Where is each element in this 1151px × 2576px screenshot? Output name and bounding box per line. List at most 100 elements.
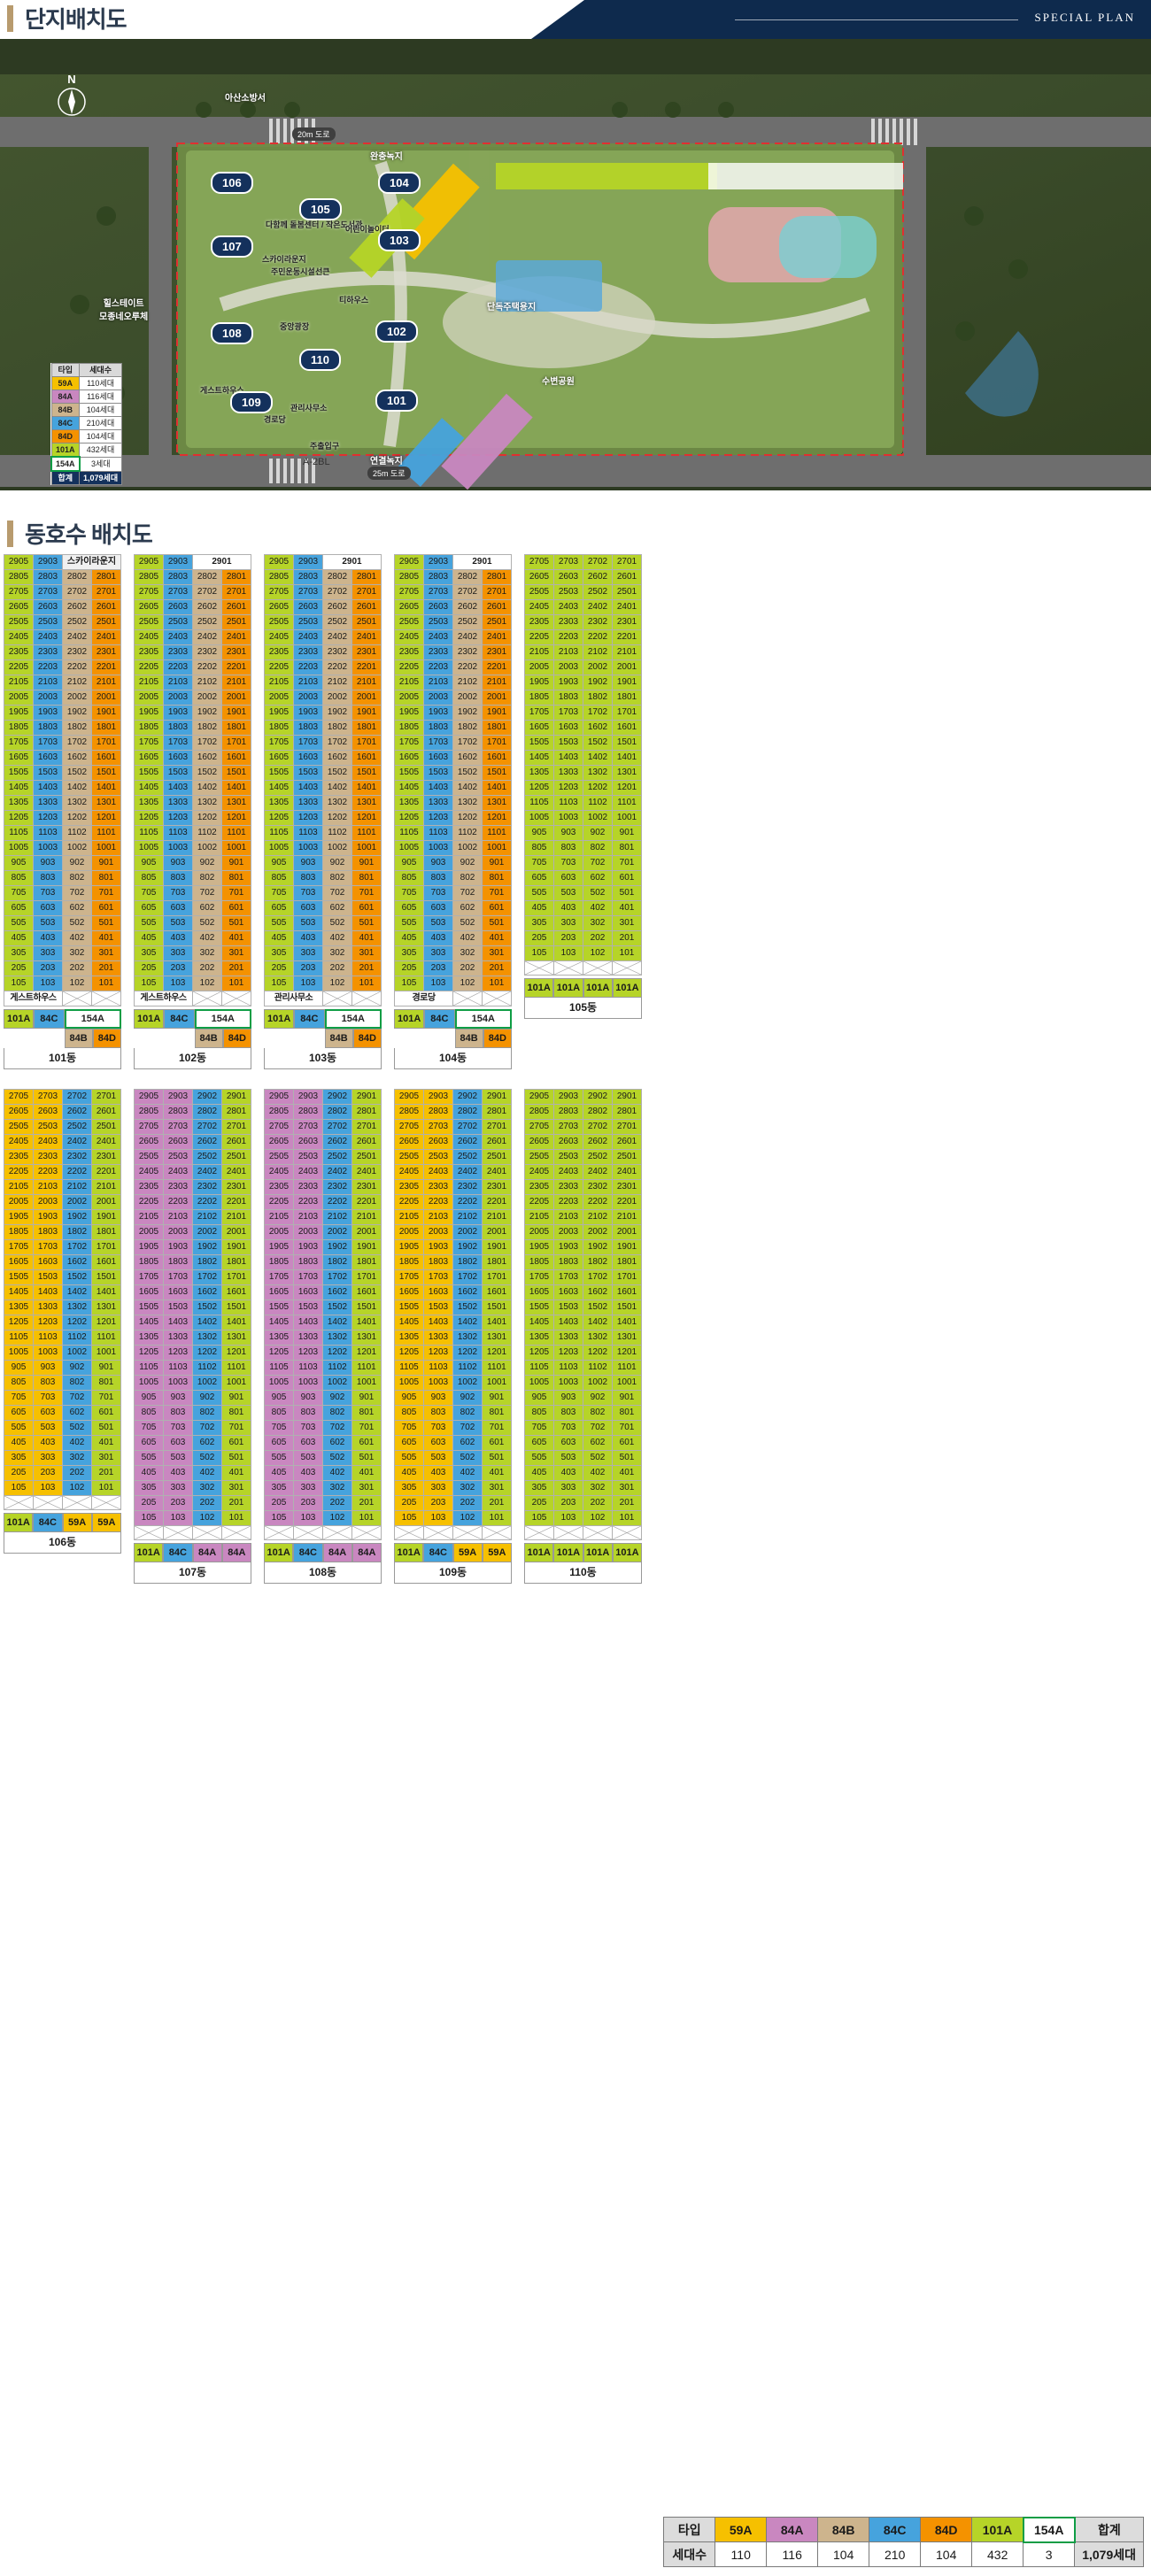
unit-cell[interactable]: 2805 bbox=[524, 1104, 554, 1120]
unit-cell[interactable]: 1101 bbox=[221, 1360, 251, 1376]
unit-cell[interactable]: 1203 bbox=[293, 1345, 323, 1361]
unit-cell[interactable]: 2802 bbox=[583, 1104, 613, 1120]
unit-cell[interactable]: 1905 bbox=[4, 705, 34, 721]
unit-cell[interactable]: 2201 bbox=[351, 1194, 382, 1210]
unit-cell[interactable]: 1205 bbox=[264, 1345, 294, 1361]
unit-cell[interactable]: 602 bbox=[62, 1405, 92, 1421]
unit-cell[interactable]: 1102 bbox=[583, 1360, 613, 1376]
unit-cell[interactable]: 1805 bbox=[4, 720, 34, 736]
unit-cell[interactable]: 1105 bbox=[134, 1360, 164, 1376]
unit-cell[interactable]: 905 bbox=[394, 1390, 424, 1406]
unit-cell[interactable]: 1201 bbox=[482, 810, 512, 826]
unit-cell[interactable]: 703 bbox=[33, 885, 63, 901]
unit-cell[interactable]: 602 bbox=[583, 1435, 613, 1451]
unit-cell[interactable]: 2501 bbox=[221, 614, 251, 630]
unit-cell[interactable]: 1605 bbox=[134, 1284, 164, 1300]
unit-cell[interactable]: 2203 bbox=[293, 659, 323, 675]
unit-cell[interactable]: 1005 bbox=[134, 1375, 164, 1391]
unit-cell[interactable]: 2605 bbox=[264, 599, 294, 615]
unit-cell[interactable]: 705 bbox=[394, 1420, 424, 1436]
unit-cell[interactable]: 1602 bbox=[452, 750, 483, 766]
unit-cell[interactable]: 2605 bbox=[134, 1134, 164, 1150]
unit-cell[interactable]: 2805 bbox=[134, 1104, 164, 1120]
unit-cell[interactable]: 2905 bbox=[394, 554, 424, 570]
unit-cell[interactable]: 2705 bbox=[134, 1119, 164, 1135]
unit-cell[interactable]: 205 bbox=[134, 1495, 164, 1511]
unit-cell[interactable]: 505 bbox=[264, 915, 294, 931]
unit-cell[interactable]: 2001 bbox=[612, 1224, 642, 1240]
unit-cell[interactable]: 1401 bbox=[351, 780, 382, 796]
unit-cell[interactable]: 2302 bbox=[192, 1179, 222, 1195]
unit-cell[interactable]: 2601 bbox=[612, 569, 642, 585]
unit-cell[interactable]: 2205 bbox=[524, 1194, 554, 1210]
unit-cell[interactable]: 701 bbox=[612, 855, 642, 871]
unit-cell[interactable]: 2203 bbox=[33, 1164, 63, 1180]
unit-cell[interactable]: 2003 bbox=[293, 1224, 323, 1240]
unit-cell[interactable]: 2401 bbox=[482, 1164, 512, 1180]
unit-cell[interactable]: 1803 bbox=[33, 1224, 63, 1240]
unit-cell[interactable]: 2501 bbox=[482, 1149, 512, 1165]
unit-cell[interactable]: 1602 bbox=[62, 750, 92, 766]
unit-cell[interactable]: 1005 bbox=[264, 840, 294, 856]
unit-cell[interactable]: 902 bbox=[322, 855, 352, 871]
unit-cell[interactable]: 2303 bbox=[293, 644, 323, 660]
unit-cell[interactable]: 2205 bbox=[4, 1164, 34, 1180]
unit-cell[interactable]: 1901 bbox=[221, 705, 251, 721]
unit-cell[interactable]: 1705 bbox=[524, 705, 554, 721]
unit-cell[interactable]: 302 bbox=[583, 915, 613, 931]
unit-cell[interactable]: 101 bbox=[221, 976, 251, 991]
unit-cell[interactable]: 1505 bbox=[134, 765, 164, 781]
unit-cell[interactable]: 1503 bbox=[553, 735, 583, 751]
unit-cell[interactable]: 602 bbox=[583, 870, 613, 886]
unit-cell[interactable]: 401 bbox=[482, 1465, 512, 1481]
unit-cell[interactable]: 1102 bbox=[452, 825, 483, 841]
unit-cell[interactable]: 2505 bbox=[4, 1119, 34, 1135]
unit-cell[interactable]: 1401 bbox=[351, 1315, 382, 1330]
unit-cell[interactable]: 2905 bbox=[134, 1089, 164, 1105]
unit-cell[interactable]: 1801 bbox=[91, 720, 121, 736]
unit-cell[interactable]: 1203 bbox=[423, 810, 453, 826]
unit-cell[interactable]: 1705 bbox=[524, 1269, 554, 1285]
unit-cell[interactable]: 302 bbox=[62, 945, 92, 961]
unit-cell[interactable]: 303 bbox=[33, 945, 63, 961]
unit-cell[interactable]: 2502 bbox=[583, 584, 613, 600]
unit-cell[interactable]: 1901 bbox=[482, 1239, 512, 1255]
unit-cell[interactable]: 1301 bbox=[612, 765, 642, 781]
unit-cell[interactable]: 1502 bbox=[62, 765, 92, 781]
unit-cell[interactable]: 402 bbox=[583, 900, 613, 916]
unit-cell[interactable]: 2101 bbox=[351, 1209, 382, 1225]
unit-cell[interactable]: 905 bbox=[264, 855, 294, 871]
unit-cell[interactable]: 2302 bbox=[322, 1179, 352, 1195]
unit-cell[interactable]: 401 bbox=[612, 900, 642, 916]
unit-cell[interactable]: 2103 bbox=[163, 1209, 193, 1225]
unit-cell[interactable]: 1402 bbox=[452, 1315, 483, 1330]
unit-cell[interactable]: 905 bbox=[264, 1390, 294, 1406]
unit-cell[interactable]: 2003 bbox=[553, 1224, 583, 1240]
unit-cell[interactable]: 1803 bbox=[293, 1254, 323, 1270]
unit-cell[interactable]: 1505 bbox=[4, 765, 34, 781]
unit-cell[interactable]: 1201 bbox=[221, 1345, 251, 1361]
unit-cell[interactable]: 705 bbox=[394, 885, 424, 901]
unit-cell[interactable]: 2705 bbox=[524, 1119, 554, 1135]
unit-cell[interactable]: 2005 bbox=[524, 1224, 554, 1240]
unit-cell[interactable]: 201 bbox=[351, 1495, 382, 1511]
unit-cell[interactable]: 2405 bbox=[4, 1134, 34, 1150]
unit-cell[interactable]: 2703 bbox=[553, 554, 583, 570]
unit-cell[interactable]: 2503 bbox=[553, 1149, 583, 1165]
unit-cell[interactable]: 1802 bbox=[583, 690, 613, 706]
unit-cell[interactable]: 1002 bbox=[62, 1345, 92, 1361]
unit-cell[interactable]: 2101 bbox=[221, 675, 251, 690]
unit-cell[interactable]: 1203 bbox=[33, 810, 63, 826]
unit-cell[interactable]: 401 bbox=[482, 930, 512, 946]
unit-cell[interactable]: 1102 bbox=[452, 1360, 483, 1376]
unit-cell[interactable]: 201 bbox=[612, 930, 642, 946]
unit-cell[interactable]: 2701 bbox=[612, 1119, 642, 1135]
unit-cell[interactable]: 1401 bbox=[482, 780, 512, 796]
unit-cell[interactable]: 1302 bbox=[583, 765, 613, 781]
unit-cell[interactable]: 1103 bbox=[163, 825, 193, 841]
unit-cell[interactable]: 1701 bbox=[351, 1269, 382, 1285]
unit-cell[interactable]: 1503 bbox=[163, 765, 193, 781]
unit-cell[interactable]: 805 bbox=[264, 1405, 294, 1421]
unit-cell[interactable]: 205 bbox=[264, 1495, 294, 1511]
unit-cell[interactable]: 1101 bbox=[91, 825, 121, 841]
